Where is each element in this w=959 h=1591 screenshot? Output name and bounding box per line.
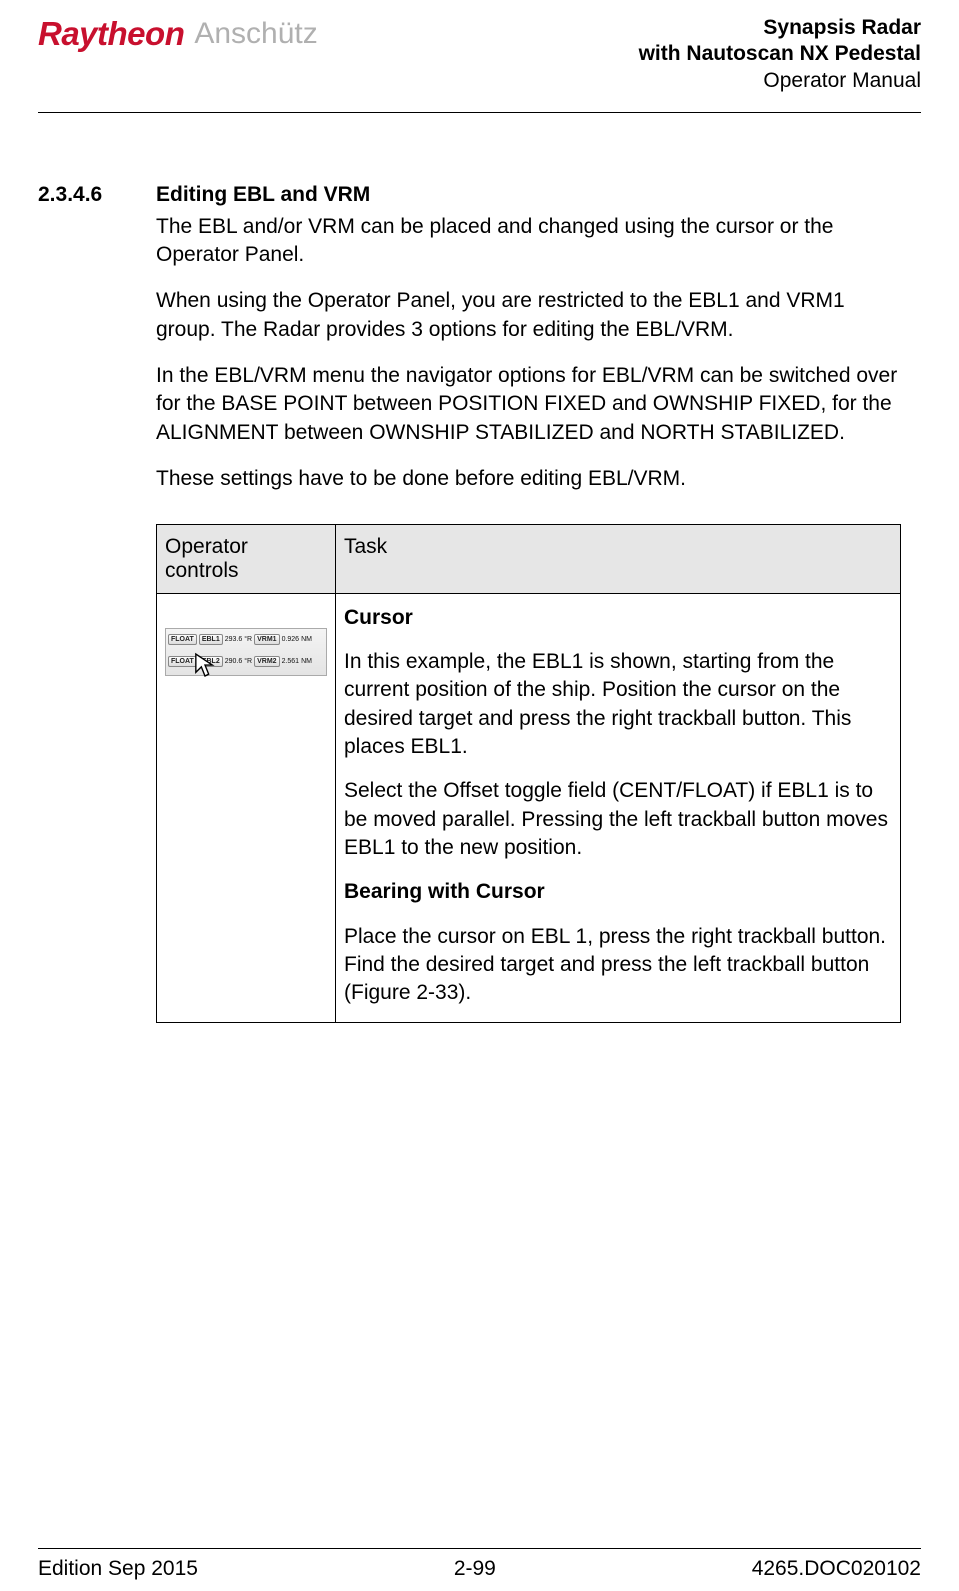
ebl2-bearing-unit: °R (244, 658, 252, 666)
control-row-1: FLOAT EBL1 293.6 °R VRM1 0.926 NM (166, 629, 326, 651)
logo-block: Raytheon Anschütz (38, 17, 318, 50)
page-body: 2.3.4.6 Editing EBL and VRM The EBL and/… (38, 113, 921, 1548)
doc-title-line3: Operator Manual (639, 68, 921, 94)
vrm1-range: 0.926 (282, 636, 300, 644)
task-heading-cursor: Cursor (344, 604, 892, 632)
vrm1-range-unit: NM (301, 636, 312, 644)
document-titles: Synapsis Radar with Nautoscan NX Pedesta… (639, 15, 921, 94)
section-title: Editing EBL and VRM (156, 183, 370, 207)
float-button-2[interactable]: FLOAT (168, 656, 197, 668)
task-cell: Cursor In this example, the EBL1 is show… (336, 593, 901, 1022)
vrm2-range: 2.561 (282, 658, 300, 666)
ebl2-bearing: 290.6 (225, 658, 243, 666)
table-header-task: Task (336, 524, 901, 593)
page: Raytheon Anschütz Synapsis Radar with Na… (0, 0, 959, 1591)
task-paragraph-3: Place the cursor on EBL 1, press the rig… (344, 923, 892, 1008)
page-header: Raytheon Anschütz Synapsis Radar with Na… (38, 15, 921, 104)
table-header-row: Operator controls Task (157, 524, 901, 593)
task-heading-bearing: Bearing with Cursor (344, 878, 892, 906)
footer-edition: Edition Sep 2015 (38, 1557, 198, 1581)
operator-control-cell: FLOAT EBL1 293.6 °R VRM1 0.926 NM FLOAT … (157, 593, 336, 1022)
vrm2-range-unit: NM (301, 658, 312, 666)
doc-title-line2: with Nautoscan NX Pedestal (639, 41, 921, 67)
vrm2-button[interactable]: VRM2 (254, 656, 279, 668)
paragraph-1: The EBL and/or VRM can be placed and cha… (156, 213, 906, 270)
paragraph-4: These settings have to be done before ed… (156, 465, 906, 493)
section-heading: 2.3.4.6 Editing EBL and VRM (38, 183, 921, 207)
ebl1-button[interactable]: EBL1 (199, 634, 223, 646)
paragraph-2: When using the Operator Panel, you are r… (156, 287, 906, 344)
control-row-2: FLOAT EBL2 290.6 °R VRM2 2.561 NM (166, 651, 326, 673)
ebl1-bearing-unit: °R (244, 636, 252, 644)
ebl-vrm-control-widget: FLOAT EBL1 293.6 °R VRM1 0.926 NM FLOAT … (165, 628, 327, 676)
section-number: 2.3.4.6 (38, 183, 128, 207)
paragraph-3: In the EBL/VRM menu the navigator option… (156, 362, 906, 447)
operator-task-table: Operator controls Task FLOAT EBL1 293.6 … (156, 524, 901, 1023)
cursor-icon (194, 651, 216, 679)
table-header-operator: Operator controls (157, 524, 336, 593)
vrm1-button[interactable]: VRM1 (254, 634, 279, 646)
float-button-1[interactable]: FLOAT (168, 634, 197, 646)
task-paragraph-1: In this example, the EBL1 is shown, star… (344, 648, 892, 761)
task-content: Cursor In this example, the EBL1 is show… (344, 604, 892, 1008)
ebl1-bearing: 293.6 (225, 636, 243, 644)
doc-title-line1: Synapsis Radar (639, 15, 921, 41)
task-paragraph-2: Select the Offset toggle field (CENT/FLO… (344, 777, 892, 862)
footer-page-number: 2-99 (454, 1557, 496, 1581)
table-row: FLOAT EBL1 293.6 °R VRM1 0.926 NM FLOAT … (157, 593, 901, 1022)
logo-primary: Raytheon (38, 17, 184, 50)
footer-doc-id: 4265.DOC020102 (752, 1557, 921, 1581)
page-footer: Edition Sep 2015 2-99 4265.DOC020102 (38, 1548, 921, 1581)
logo-secondary: Anschütz (194, 19, 317, 49)
